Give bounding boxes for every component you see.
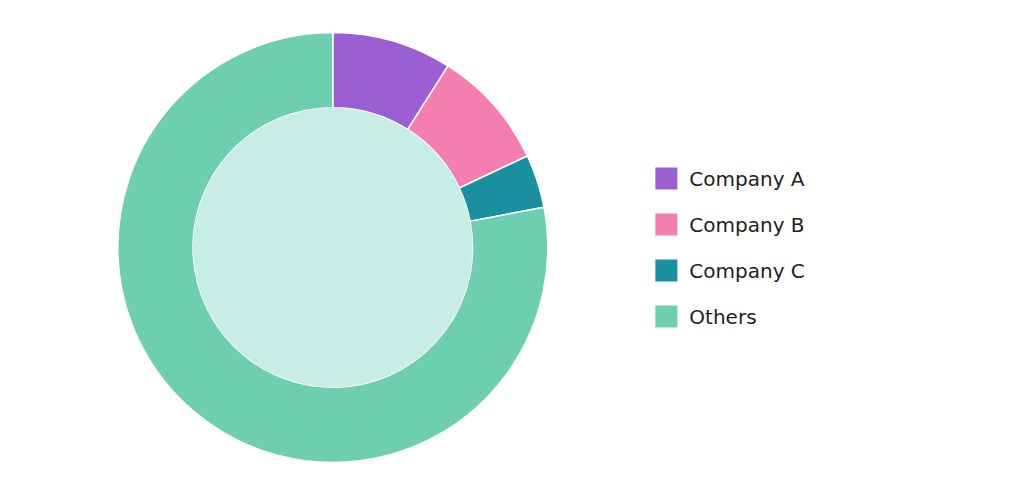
legend-swatch bbox=[655, 306, 677, 328]
legend-swatch bbox=[655, 260, 677, 282]
chart: Company A Company B Company C Others bbox=[0, 0, 1024, 495]
legend-label: Company B bbox=[689, 213, 804, 237]
donut-hole bbox=[193, 108, 473, 388]
slice bbox=[118, 33, 548, 463]
legend-swatch bbox=[655, 214, 677, 236]
legend: Company A Company B Company C Others bbox=[655, 167, 805, 329]
legend-label: Company C bbox=[689, 259, 804, 283]
legend-label: Others bbox=[689, 305, 756, 329]
legend-swatch bbox=[655, 168, 677, 190]
pie bbox=[118, 33, 548, 463]
legend-label: Company A bbox=[689, 167, 805, 191]
